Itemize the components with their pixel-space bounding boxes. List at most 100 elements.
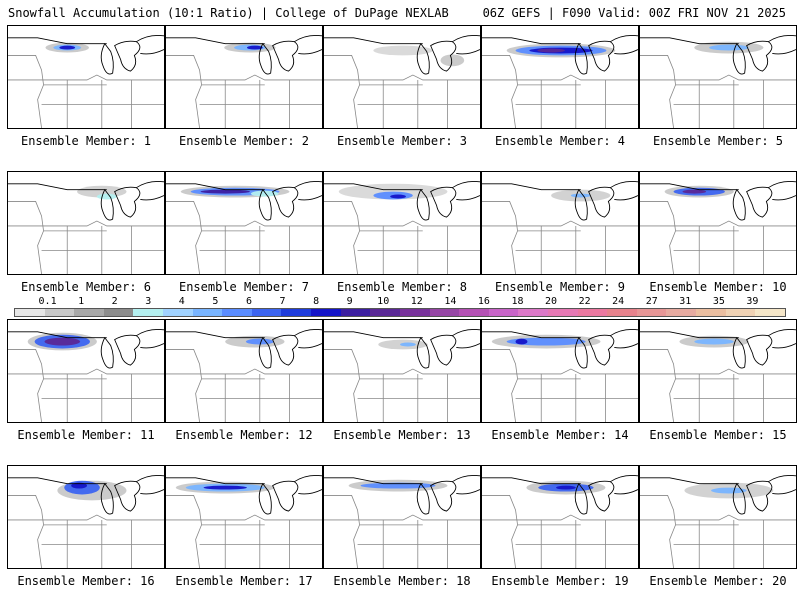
member-map-panel	[481, 25, 639, 129]
member-label: Ensemble Member: 2	[178, 134, 310, 148]
colorbar-tick-label: 8	[313, 296, 320, 307]
colorbar-swatch	[103, 309, 134, 316]
snow-contour	[246, 45, 263, 50]
colorbar-tick-label: 6	[245, 296, 252, 307]
member-map-panel	[323, 25, 481, 129]
colorbar-swatch	[607, 309, 637, 316]
colorbar-swatch	[74, 309, 104, 316]
snow-contour	[556, 485, 576, 490]
colorbar-tick-label: 3	[145, 296, 152, 307]
snow-contour	[250, 190, 279, 197]
colorbar-swatch	[311, 309, 341, 316]
member-label: Ensemble Member: 1	[20, 134, 152, 148]
colorbar-tick-label: 35	[712, 296, 725, 307]
snow-contour	[200, 189, 250, 194]
member-map-panel	[481, 171, 639, 275]
member-map-panel	[7, 465, 165, 569]
member-map-panel	[7, 319, 165, 423]
member-label: Ensemble Member: 15	[649, 428, 787, 442]
colorbar-swatch	[399, 309, 430, 316]
snow-contour	[338, 183, 448, 200]
member-map-panel	[165, 25, 323, 129]
colorbar-tick-label: 7	[279, 296, 286, 307]
colorbar-swatch	[163, 309, 193, 316]
snow-contour	[59, 45, 76, 50]
member-map-panel	[639, 319, 797, 423]
member-map-panel	[481, 465, 639, 569]
snow-contour	[440, 54, 465, 67]
member-label: Ensemble Member: 8	[336, 280, 468, 294]
member-label: Ensemble Member: 20	[649, 574, 787, 588]
colorbar-tick-label: 18	[511, 296, 524, 307]
member-label: Ensemble Member: 3	[336, 134, 468, 148]
member-label: Ensemble Member: 10	[649, 280, 787, 294]
colorbar-swatch	[281, 309, 312, 316]
snow-contour	[203, 485, 247, 490]
member-label: Ensemble Member: 18	[333, 574, 471, 588]
colorbar-swatch	[488, 309, 519, 316]
colorbar-tick-label: 39	[746, 296, 759, 307]
colorbar-tick-label: 2	[111, 296, 118, 307]
snow-contour	[390, 194, 406, 199]
colorbar-tick-label: 1	[78, 296, 85, 307]
colorbar-swatch	[547, 309, 578, 316]
colorbar-swatch	[518, 309, 548, 316]
colorbar-swatch	[251, 309, 282, 316]
colorbar-labels: 0.1 1 2 3 4 5 6 7 8 9 10 12 14 16 18 20 22 24 27 31 35 39	[14, 296, 786, 308]
snow-contour	[570, 193, 591, 198]
colorbar-tick-label: 16	[477, 296, 490, 307]
member-label: Ensemble Member: 19	[491, 574, 629, 588]
snow-contour	[44, 337, 81, 346]
colorbar-swatch	[340, 309, 371, 316]
member-label: Ensemble Member: 12	[175, 428, 313, 442]
snow-contour	[400, 342, 416, 347]
colorbar-swatch	[222, 309, 252, 316]
colorbar-swatch	[577, 309, 608, 316]
colorbar-swatch	[15, 309, 45, 316]
member-label: Ensemble Member: 14	[491, 428, 629, 442]
colorbar-swatch	[459, 309, 489, 316]
snow-contour	[506, 337, 586, 346]
member-map-panel	[7, 25, 165, 129]
colorbar-tick-label: 31	[679, 296, 692, 307]
snow-contour	[245, 338, 274, 345]
colorbar-tick-label: 0.1	[38, 296, 57, 307]
colorbar-swatch	[755, 309, 785, 316]
colorbar-tick-label: 9	[346, 296, 353, 307]
member-map-panel	[639, 25, 797, 129]
snow-contour	[77, 185, 127, 198]
member-label: Ensemble Member: 7	[178, 280, 310, 294]
snow-contour	[96, 193, 117, 200]
member-map-panel	[639, 465, 797, 569]
member-map-panel	[481, 319, 639, 423]
snow-contour	[515, 338, 528, 345]
colorbar-tick-label: 20	[545, 296, 558, 307]
run-info: 06Z GEFS | F090 Valid: 00Z FRI NOV 21 20…	[482, 6, 786, 20]
colorbar-swatch	[133, 309, 164, 316]
member-label: Ensemble Member: 17	[175, 574, 313, 588]
snow-contour	[682, 189, 707, 194]
colorbar-tick-label: 24	[612, 296, 625, 307]
member-map-panel	[323, 465, 481, 569]
member-label: Ensemble Member: 11	[17, 428, 155, 442]
member-map-panel	[7, 171, 165, 275]
member-label: Ensemble Member: 6	[20, 280, 152, 294]
colorbar-tick-label: 10	[377, 296, 390, 307]
colorbar-tick-label: 14	[444, 296, 457, 307]
member-label: Ensemble Member: 9	[494, 280, 626, 294]
colorbar	[14, 308, 786, 317]
chart-title: Snowfall Accumulation (10:1 Ratio) | Col…	[8, 6, 449, 20]
colorbar-tick-label: 27	[645, 296, 658, 307]
snow-contour	[71, 482, 87, 489]
colorbar-swatch	[429, 309, 460, 316]
member-map-panel	[165, 319, 323, 423]
colorbar-swatch	[44, 309, 75, 316]
member-map-panel	[323, 319, 481, 423]
colorbar-swatch	[370, 309, 400, 316]
member-label: Ensemble Member: 5	[652, 134, 784, 148]
colorbar-tick-label: 4	[178, 296, 185, 307]
member-label: Ensemble Member: 16	[17, 574, 155, 588]
colorbar-tick-label: 5	[212, 296, 219, 307]
colorbar-swatch	[192, 309, 223, 316]
snow-contour	[694, 338, 734, 345]
